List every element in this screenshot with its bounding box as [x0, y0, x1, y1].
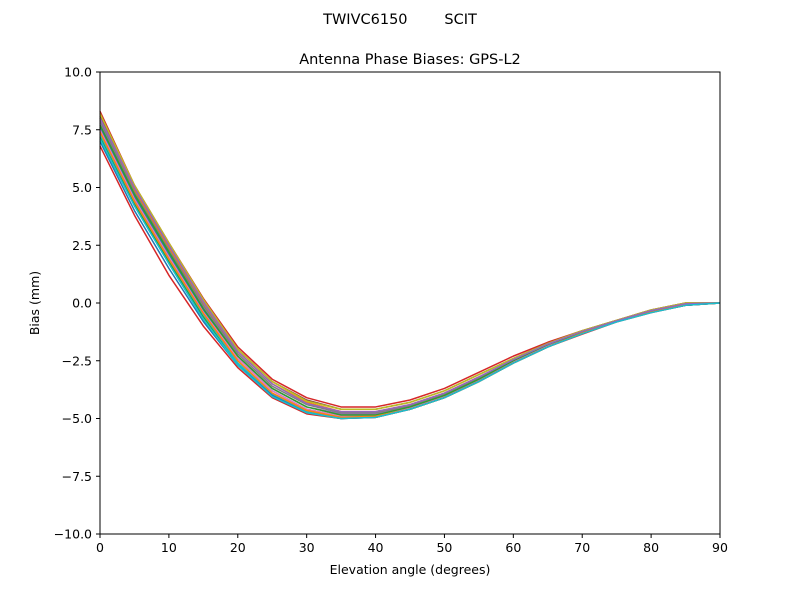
x-tick-label: 60: [505, 540, 521, 555]
y-axis-label: Bias (mm): [27, 271, 42, 335]
y-tick-label: 5.0: [72, 180, 92, 195]
y-tick-label: −7.5: [62, 469, 92, 484]
series-line-15: [99, 117, 721, 413]
x-tick-label: 20: [230, 540, 246, 555]
x-tick-label: 40: [368, 540, 384, 555]
y-tick-label: 0.0: [72, 296, 92, 311]
y-tick-label: −5.0: [62, 411, 92, 426]
x-tick-label: 0: [96, 540, 104, 555]
series-line-16: [99, 138, 721, 420]
y-tick-label: 7.5: [72, 122, 92, 137]
x-tick-label: 50: [436, 540, 452, 555]
y-tick-label: 10.0: [64, 65, 92, 80]
x-tick-label: 90: [712, 540, 728, 555]
x-tick-label: 80: [643, 540, 659, 555]
x-axis-label: Elevation angle (degrees): [330, 562, 491, 577]
ticks-group: 0 10 20 30 40 50 60 70 80 90 10.0 7.5 5.0 2.5 0.0 −2.5 −…: [54, 65, 728, 556]
plot-frame: [99, 71, 721, 535]
x-tick-label: 30: [299, 540, 315, 555]
y-tick-label: 2.5: [72, 238, 92, 253]
x-tick-label: 10: [161, 540, 177, 555]
x-tick-label: 70: [574, 540, 590, 555]
chart-title: Antenna Phase Biases: GPS-L2: [299, 52, 521, 68]
y-tick-label: −10.0: [54, 527, 92, 542]
figure-suptitle: TWIVC6150 SCIT: [322, 12, 477, 28]
y-tick-label: −2.5: [62, 353, 92, 368]
series-group: [99, 110, 721, 420]
